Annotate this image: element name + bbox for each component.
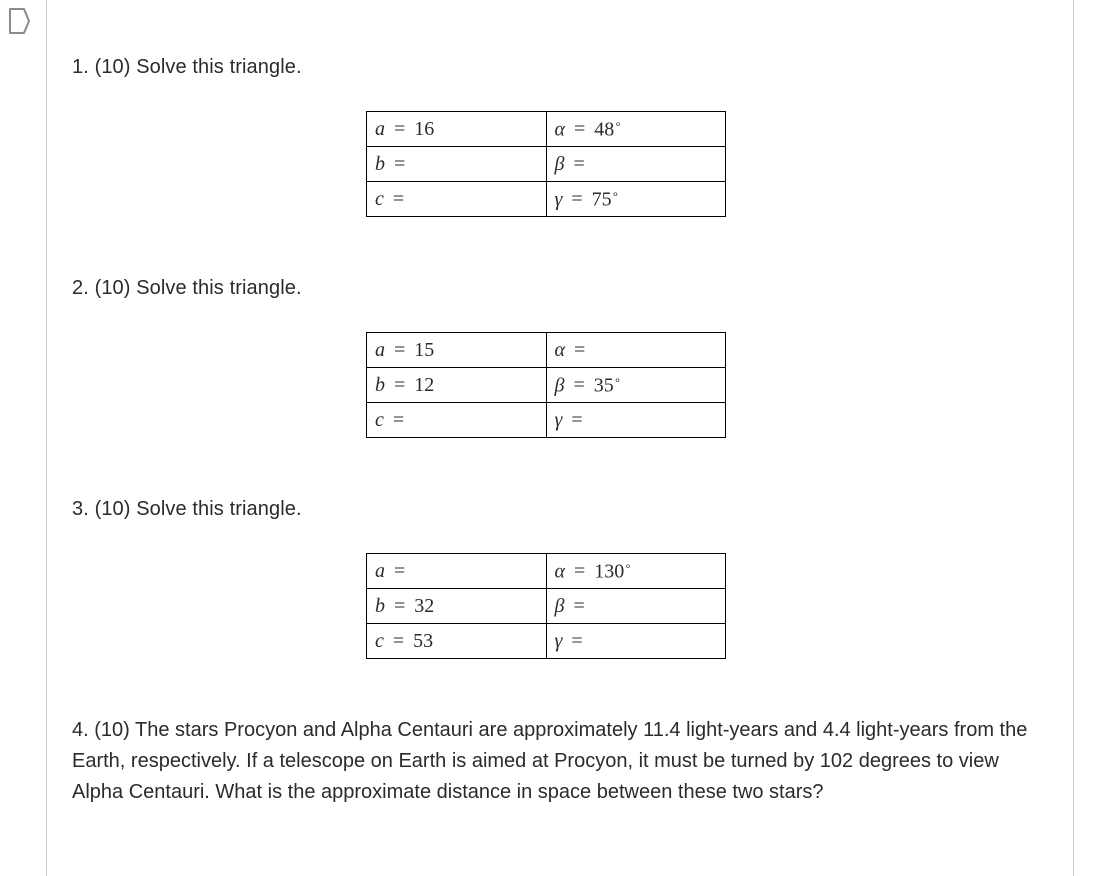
table-row: b = 12 β = 35∘ [367, 368, 726, 403]
side-cell: c = [367, 182, 547, 217]
problem-2-prompt: 2. (10) Solve this triangle. [72, 273, 1042, 304]
problem-number: 3. [72, 498, 89, 520]
angle-cell: β = [546, 589, 726, 624]
side-value: 32 [414, 595, 434, 617]
problem-number: 1. [72, 56, 89, 78]
problem-number: 2. [72, 277, 89, 299]
side-cell: a = 16 [367, 112, 547, 147]
page-margin-rule-left [46, 0, 47, 876]
triangle-table-2: a = 15 α = b = 12 β = 35∘ c = γ = [366, 332, 726, 438]
table-row: a = 15 α = [367, 333, 726, 368]
side-cell: b = [367, 147, 547, 182]
side-cell: b = 32 [367, 589, 547, 624]
table-row: c = γ = [367, 403, 726, 438]
side-cell: a = [367, 554, 547, 589]
problem-3: 3. (10) Solve this triangle. a = α = 130… [72, 494, 1042, 659]
problem-number: 4. [72, 719, 89, 741]
triangle-table-1: a = 16 α = 48∘ b = β = c = γ = 75∘ [366, 111, 726, 217]
table-row: c = 53 γ = [367, 624, 726, 659]
page-margin-rule-right [1073, 0, 1074, 876]
side-value: 53 [413, 630, 433, 652]
side-value: 12 [414, 374, 434, 396]
table-row: a = α = 130∘ [367, 554, 726, 589]
angle-cell: α = 130∘ [546, 554, 726, 589]
problem-1: 1. (10) Solve this triangle. a = 16 α = … [72, 52, 1042, 217]
problem-points: (10) [95, 56, 131, 78]
problem-2: 2. (10) Solve this triangle. a = 15 α = … [72, 273, 1042, 438]
problem-text: Solve this triangle. [136, 56, 301, 78]
problem-points: (10) [94, 719, 130, 741]
side-cell: c = 53 [367, 624, 547, 659]
angle-cell: β = [546, 147, 726, 182]
table-row: c = γ = 75∘ [367, 182, 726, 217]
problem-text: The stars Procyon and Alpha Centauri are… [72, 719, 1027, 803]
angle-cell: γ = [546, 624, 726, 659]
problem-points: (10) [95, 277, 131, 299]
table-row: a = 16 α = 48∘ [367, 112, 726, 147]
table-row: b = β = [367, 147, 726, 182]
table-row: b = 32 β = [367, 589, 726, 624]
side-cell: c = [367, 403, 547, 438]
problem-3-prompt: 3. (10) Solve this triangle. [72, 494, 1042, 525]
angle-cell: β = 35∘ [546, 368, 726, 403]
angle-cell: γ = 75∘ [546, 182, 726, 217]
document-body: 1. (10) Solve this triangle. a = 16 α = … [72, 52, 1042, 808]
problem-points: (10) [95, 498, 131, 520]
angle-cell: α = [546, 333, 726, 368]
triangle-table-3: a = α = 130∘ b = 32 β = c = 53 γ = [366, 553, 726, 659]
problem-text: Solve this triangle. [136, 498, 301, 520]
problem-text: Solve this triangle. [136, 277, 301, 299]
side-value: 16 [414, 118, 434, 140]
problem-4: 4. (10) The stars Procyon and Alpha Cent… [72, 715, 1042, 808]
side-value: 15 [414, 339, 434, 361]
bookmark-icon [6, 6, 32, 41]
side-cell: a = 15 [367, 333, 547, 368]
angle-cell: γ = [546, 403, 726, 438]
problem-1-prompt: 1. (10) Solve this triangle. [72, 52, 1042, 83]
side-cell: b = 12 [367, 368, 547, 403]
angle-cell: α = 48∘ [546, 112, 726, 147]
